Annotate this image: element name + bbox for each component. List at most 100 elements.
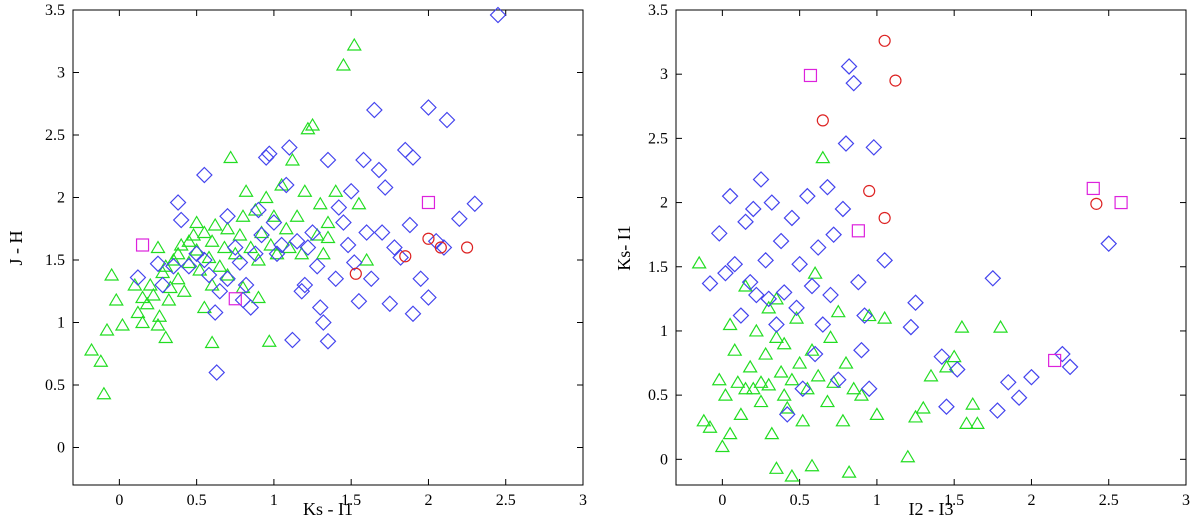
right-diamond-point xyxy=(741,273,759,291)
left-diamond-point xyxy=(219,207,236,225)
left-y-tick-label: 0.5 xyxy=(45,377,65,394)
left-x-tick-label: 0.5 xyxy=(187,492,207,509)
right-triangle-point xyxy=(877,310,893,324)
right-triangle-point xyxy=(768,330,785,343)
right-triangle-point xyxy=(722,426,738,440)
right-diamond-point xyxy=(837,135,855,152)
left-x-axis-label: Ks - I1 xyxy=(303,499,353,519)
left-diamond-point xyxy=(211,282,229,300)
left-triangle-point xyxy=(145,287,161,301)
right-diamond-point xyxy=(726,255,744,273)
right-diamond-point xyxy=(760,290,778,308)
right-y-tick-label: 2 xyxy=(660,195,668,212)
left-triangle-point xyxy=(312,196,328,210)
right-triangle-point xyxy=(768,461,785,474)
left-triangle-point xyxy=(335,57,352,71)
right-triangle-point xyxy=(900,449,916,463)
right-triangle-point xyxy=(758,346,774,360)
right-diamond-point xyxy=(721,187,739,205)
right-x-tick-label: 3 xyxy=(1182,492,1190,509)
left-diamond-point xyxy=(392,249,409,266)
right-triangle-point xyxy=(722,317,738,331)
right-triangle-point xyxy=(714,439,730,453)
left-diamond-point xyxy=(386,239,403,256)
right-diamond-point xyxy=(989,402,1006,419)
right-triangle-point xyxy=(799,381,815,395)
left-diamond-point xyxy=(296,276,314,294)
left-triangle-point xyxy=(294,246,310,260)
right-circle-point xyxy=(863,184,876,198)
right-triangle-point xyxy=(768,291,785,305)
right-triangle-point xyxy=(810,368,826,382)
right-square-point xyxy=(851,224,865,238)
left-triangle-point xyxy=(170,246,186,260)
left-diamond-point xyxy=(420,99,437,116)
right-triangle-point xyxy=(773,364,789,378)
right-diamond-point xyxy=(768,316,785,333)
right-x-tick-label: 2 xyxy=(1027,492,1035,509)
left-diamond-point xyxy=(366,101,383,119)
left-triangle-point xyxy=(278,221,294,235)
left-triangle-point xyxy=(232,227,248,241)
left-triangle-point xyxy=(274,177,290,191)
right-triangle-point xyxy=(753,394,769,408)
right-diamond-point xyxy=(822,286,839,304)
right-triangle-point xyxy=(691,255,707,269)
right-triangle-point xyxy=(815,150,831,164)
right-diamond-point xyxy=(938,398,955,416)
left-triangle-point xyxy=(176,284,192,297)
left-y-tick-label: 2.5 xyxy=(45,127,65,144)
right-diamond-point xyxy=(799,187,816,205)
left-y-tick-label: 1.5 xyxy=(45,252,65,269)
left-diamond-point xyxy=(358,224,375,241)
right-diamond-point xyxy=(853,341,870,359)
left-triangle-point xyxy=(250,290,267,304)
left-triangle-point xyxy=(162,280,178,294)
left-circle-point xyxy=(422,232,435,245)
left-diamond-point xyxy=(273,236,290,254)
right-triangle-point xyxy=(938,359,955,373)
right-panel: 0 0.5 1 1.5 2 2.5 3 0 0.5 1 1.5 2 2.5 3 3.5 I2 - I3 Ks… xyxy=(614,2,1190,519)
right-triangle-point xyxy=(965,396,981,410)
right-diamond-point xyxy=(778,406,796,423)
left-triangle-point xyxy=(207,217,223,231)
right-diamond-point xyxy=(1010,389,1028,407)
left-diamond-point xyxy=(376,179,394,196)
right-y-axis-label: Ks- I1 xyxy=(614,225,634,271)
right-triangle-point xyxy=(954,319,970,333)
right-diamond-point xyxy=(1100,235,1118,252)
left-triangle-point xyxy=(219,221,236,235)
left-diamond-point xyxy=(129,269,147,286)
right-triangle-point xyxy=(761,300,777,314)
right-triangle-point xyxy=(819,394,836,408)
right-triangle-point xyxy=(958,416,975,429)
right-triangle-point xyxy=(779,400,795,414)
right-diamond-point xyxy=(814,316,832,333)
left-diamond-point xyxy=(226,239,244,256)
right-diamond-point xyxy=(819,178,836,196)
left-diamond-point xyxy=(327,270,345,288)
left-triangle-point xyxy=(315,246,331,260)
right-diamond-point xyxy=(984,269,1002,287)
left-triangle-point xyxy=(192,262,208,276)
left-triangle-point xyxy=(266,209,282,222)
right-diamond-point xyxy=(794,380,812,398)
left-triangle-point xyxy=(134,290,151,304)
left-triangle-point xyxy=(281,240,297,254)
left-triangle-point xyxy=(130,305,146,319)
left-diamond-point xyxy=(180,257,198,275)
left-diamond-point xyxy=(362,270,380,288)
right-triangle-point xyxy=(776,387,792,401)
left-triangle-point xyxy=(304,117,321,131)
right-triangle-point xyxy=(784,468,800,482)
left-diamond-point xyxy=(247,245,264,263)
left-triangle-point xyxy=(238,184,254,197)
right-triangle-point xyxy=(737,278,754,292)
right-triangle-point xyxy=(753,375,769,388)
left-triangle-point xyxy=(139,296,155,310)
right-diamond-point xyxy=(763,194,781,211)
left-diamond-point xyxy=(257,149,275,166)
left-diamond-point xyxy=(335,214,352,231)
right-diamond-point xyxy=(783,209,801,227)
right-triangle-point xyxy=(702,420,718,433)
